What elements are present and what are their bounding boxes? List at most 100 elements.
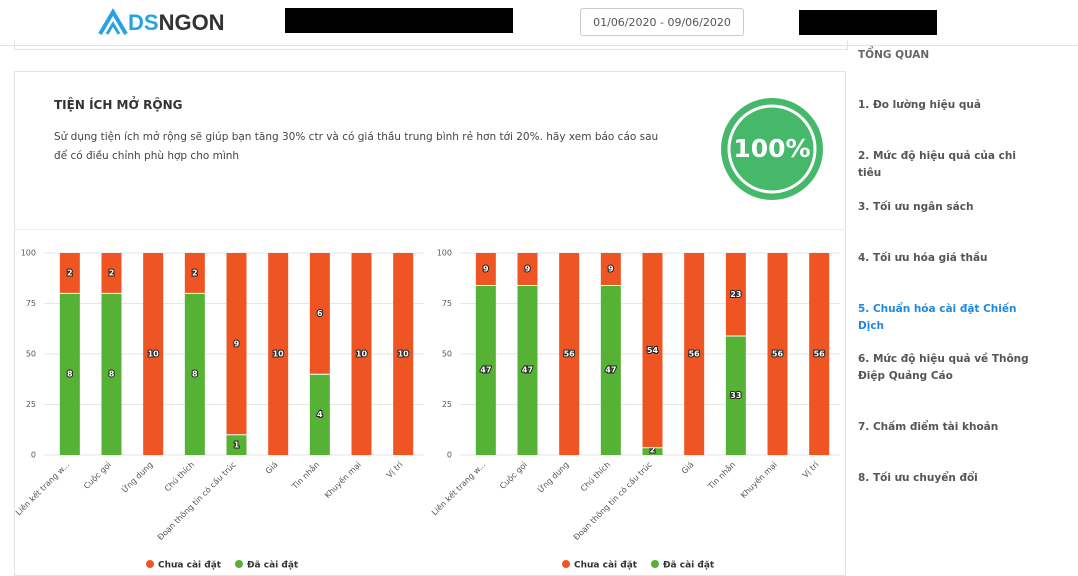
bar-segment [475, 285, 496, 455]
nav-item[interactable]: 3. Tối ưu ngân sách [858, 201, 974, 213]
x-tick-label: Đoạn thông tin có cấu trúc [571, 459, 654, 542]
bar-segment [59, 293, 80, 455]
nav-item[interactable]: 7. Chấm điểm tài khoản [858, 421, 999, 433]
legend-marker [562, 560, 570, 568]
y-tick-label: 75 [442, 299, 452, 308]
data-label: 2 [109, 269, 115, 278]
y-tick-label: 50 [442, 350, 452, 359]
y-tick-label: 0 [31, 451, 36, 460]
bar-segment [517, 253, 538, 286]
logo-text: NGON [158, 10, 225, 35]
data-label: 9 [525, 265, 531, 274]
logo-text: DS [128, 10, 159, 35]
data-label: 47 [480, 366, 491, 375]
score: 100% [733, 134, 810, 163]
logo[interactable]: DS NGON [98, 8, 225, 38]
bar-segment [517, 285, 538, 455]
x-tick-label: Tin nhắn [705, 459, 737, 491]
x-tick-label: Vị trí [801, 460, 822, 481]
bar-segment [351, 253, 372, 455]
x-tick-label: Giá [680, 460, 696, 476]
score-badge: 100% [721, 98, 823, 200]
legend-label: Đã cài đặt [247, 561, 299, 571]
bar-segment [559, 253, 580, 455]
x-tick-label: Cuộc gọi [497, 459, 529, 491]
nav-item[interactable]: 8. Tối ưu chuyển đổi [858, 472, 978, 484]
legend-marker [651, 560, 659, 568]
data-label: 2 [650, 446, 656, 455]
data-label: 10 [273, 350, 285, 359]
data-label: 1 [234, 440, 240, 449]
data-label: 9 [483, 265, 489, 274]
bar-segment [101, 293, 122, 455]
nav-item[interactable]: 2. Mức độ hiệu quả của chi tiêu [858, 150, 1016, 179]
bar-segment [725, 253, 746, 336]
data-label: 8 [109, 370, 115, 379]
data-label: 54 [647, 346, 659, 355]
bar-segment [725, 335, 746, 455]
bar-segment [684, 253, 705, 455]
data-label: 4 [317, 410, 323, 419]
sidebar-title: TỔNG QUAN [858, 49, 930, 61]
data-label: 47 [605, 366, 616, 375]
header: DS NGON 01/06/2020 - 09/06/2020 [0, 0, 1078, 46]
data-label: 33 [730, 391, 741, 400]
x-tick-label: Tin nhắn [289, 459, 321, 491]
bar-segment [59, 253, 80, 294]
section-description: Sử dụng tiện ích mở rộng sẽ giúp bạn tăn… [54, 131, 659, 162]
legend-label: Chưa cài đặt [574, 561, 638, 571]
redacted [285, 8, 513, 33]
x-tick-label: Cuộc gọi [81, 459, 113, 491]
x-tick-label: Chú thích [579, 460, 612, 493]
bar-segment [309, 253, 330, 375]
nav-item[interactable]: 4. Tối ưu hóa giá thầu [858, 252, 988, 264]
bar-segment [101, 253, 122, 294]
bar-segment [184, 293, 205, 455]
bar-segment [809, 253, 830, 455]
data-label: 23 [730, 290, 741, 299]
x-tick-label: Ứng dụng [119, 459, 156, 496]
bar-segment [642, 447, 663, 455]
y-tick-label: 25 [442, 400, 452, 409]
y-tick-label: 0 [447, 451, 452, 460]
date-picker[interactable]: 01/06/2020 - 09/06/2020 [580, 8, 744, 36]
chart: 0 25 50 75 100 Liên kết trang w... 8 2 Cuộc gọi 8… [14, 249, 424, 571]
x-tick-label: Liên kết trang w... [430, 459, 487, 517]
chart: 0 25 50 75 100 Liên kết trang w... 47 9 Cuộc gọi… [430, 249, 840, 571]
data-label: 9 [608, 265, 614, 274]
x-tick-label: Khuyến mại [322, 459, 363, 500]
data-label: 8 [67, 370, 73, 379]
data-label: 2 [192, 269, 198, 278]
data-label: 47 [522, 366, 533, 375]
y-tick-label: 25 [26, 400, 36, 409]
bar-segment [600, 285, 621, 455]
data-label: 56 [772, 350, 784, 359]
x-tick-label: Giá [264, 460, 280, 476]
y-tick-label: 50 [26, 350, 36, 359]
nav-item[interactable]: 5. Chuẩn hóa cài đặt Chiến Dịch [858, 303, 1017, 332]
data-label: 56 [689, 350, 701, 359]
data-label: 56 [564, 350, 576, 359]
bar-segment [393, 253, 414, 455]
x-tick-label: Liên kết trang w... [14, 459, 71, 517]
data-label: 10 [148, 350, 160, 359]
y-tick-label: 75 [26, 299, 36, 308]
data-label: 8 [192, 370, 198, 379]
legend-label: Đã cài đặt [663, 561, 715, 571]
nav-item[interactable]: 6. Mức độ hiệu quả về Thông Điệp Quảng C… [858, 353, 1029, 382]
x-tick-label: Khuyến mại [738, 459, 779, 500]
x-tick-label: Ứng dụng [535, 459, 572, 496]
bar-segment [600, 253, 621, 286]
data-label: 56 [814, 350, 826, 359]
bar-segment [767, 253, 788, 455]
x-tick-label: Vị trí [385, 460, 406, 481]
bar-segment [184, 253, 205, 294]
bar-segment [642, 253, 663, 448]
bar-segment [309, 374, 330, 455]
nav-item[interactable]: 1. Đo lường hiệu quả [858, 99, 981, 111]
redacted [799, 10, 937, 35]
legend-marker [146, 560, 154, 568]
panel [14, 40, 848, 50]
divider [15, 229, 845, 230]
